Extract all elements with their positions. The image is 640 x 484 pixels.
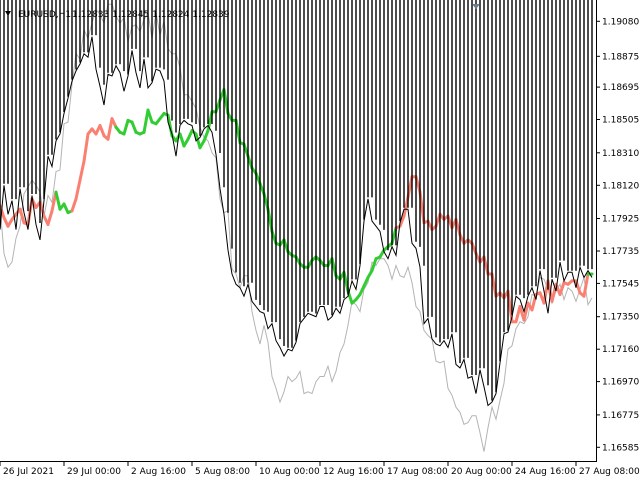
oscillator-segment [122, 118, 130, 136]
shadow-line-series [0, 3, 593, 452]
symbol-label: EURUSD,H1 [18, 10, 71, 20]
oscillator-segment [18, 207, 26, 225]
oscillator-segment [558, 281, 566, 296]
oscillator-segment [74, 178, 82, 201]
oscillator-segment [106, 117, 114, 141]
oscillator-segment [398, 214, 406, 228]
oscillator-segment [202, 129, 210, 143]
price-line [0, 36, 593, 407]
oscillator-segment [78, 159, 86, 182]
oscillator-segment [62, 202, 70, 215]
oscillator-segment [582, 272, 590, 298]
time-tick-label: 27 Aug 08:00 [579, 467, 640, 477]
time-tick-label: 2 Aug 16:00 [131, 467, 186, 477]
oscillator-segment [146, 108, 154, 124]
time-tick-label: 17 Aug 08:00 [387, 467, 448, 477]
price-tick-label: 1.17925 [602, 215, 639, 225]
oscillator-segment [98, 124, 106, 138]
oscillator-segment [70, 197, 78, 213]
price-tick-label: 1.17545 [602, 279, 639, 289]
oscillator-segment [358, 284, 366, 296]
oscillator-segment [522, 301, 530, 322]
chart-shift-marker-icon[interactable] [472, 4, 480, 9]
time-axis[interactable]: 26 Jul 2021 29 Jul 00:00 2 Aug 16:00 5 Aug … [0, 461, 640, 477]
oscillator-segment [54, 190, 62, 211]
time-tick-label: 5 Aug 08:00 [195, 467, 250, 477]
price-tick-label: 1.17735 [602, 247, 639, 257]
oscillator-segment [82, 132, 90, 163]
price-tick-label: 1.16775 [602, 411, 639, 421]
time-tick-label: 20 Aug 00:00 [451, 467, 512, 477]
time-tick-label: 24 Aug 16:00 [515, 467, 576, 477]
oscillator-segment [110, 117, 118, 129]
price-tick-label: 1.18310 [602, 149, 639, 159]
oscillator-segment [370, 257, 378, 273]
price-axis[interactable]: 1.19080 1.18875 1.18695 1.18505 1.18310 1.181… [596, 17, 639, 453]
price-tick-label: 1.16585 [602, 443, 639, 453]
price-tick-label: 1.17160 [602, 345, 639, 355]
oscillator-segment [186, 129, 194, 141]
price-tick-label: 1.18875 [602, 52, 639, 62]
oscillator-segment [46, 209, 54, 226]
chart-menu-triangle-icon[interactable] [5, 11, 11, 16]
oscillator-segment [142, 108, 150, 134]
ohlc-values: 1.12833 1.12845 1.12824 1.12839 [72, 10, 230, 20]
oscillator-segment [130, 120, 138, 134]
shadow-line [0, 3, 593, 452]
time-tick-label: 29 Jul 00:00 [67, 467, 121, 477]
time-tick-label: 26 Jul 2021 [3, 467, 54, 477]
oscillator-segment [362, 276, 370, 288]
price-tick-label: 1.16970 [602, 378, 639, 388]
price-bar-series [0, 0, 593, 407]
price-tick-label: 1.17350 [602, 313, 639, 323]
oscillator-segment [194, 132, 202, 150]
time-tick-label: 12 Aug 16:00 [323, 467, 384, 477]
time-tick-label: 10 Aug 00:00 [259, 467, 320, 477]
oscillator-segment [178, 132, 186, 148]
price-tick-label: 1.18505 [602, 116, 639, 126]
price-tick-label: 1.18695 [602, 83, 639, 93]
price-tick-label: 1.18120 [602, 181, 639, 191]
price-tick-label: 1.19080 [602, 17, 639, 27]
oscillator-segment [550, 282, 558, 303]
